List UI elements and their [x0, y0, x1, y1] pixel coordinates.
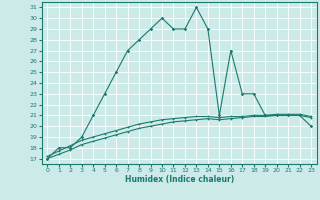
X-axis label: Humidex (Indice chaleur): Humidex (Indice chaleur) [124, 175, 234, 184]
